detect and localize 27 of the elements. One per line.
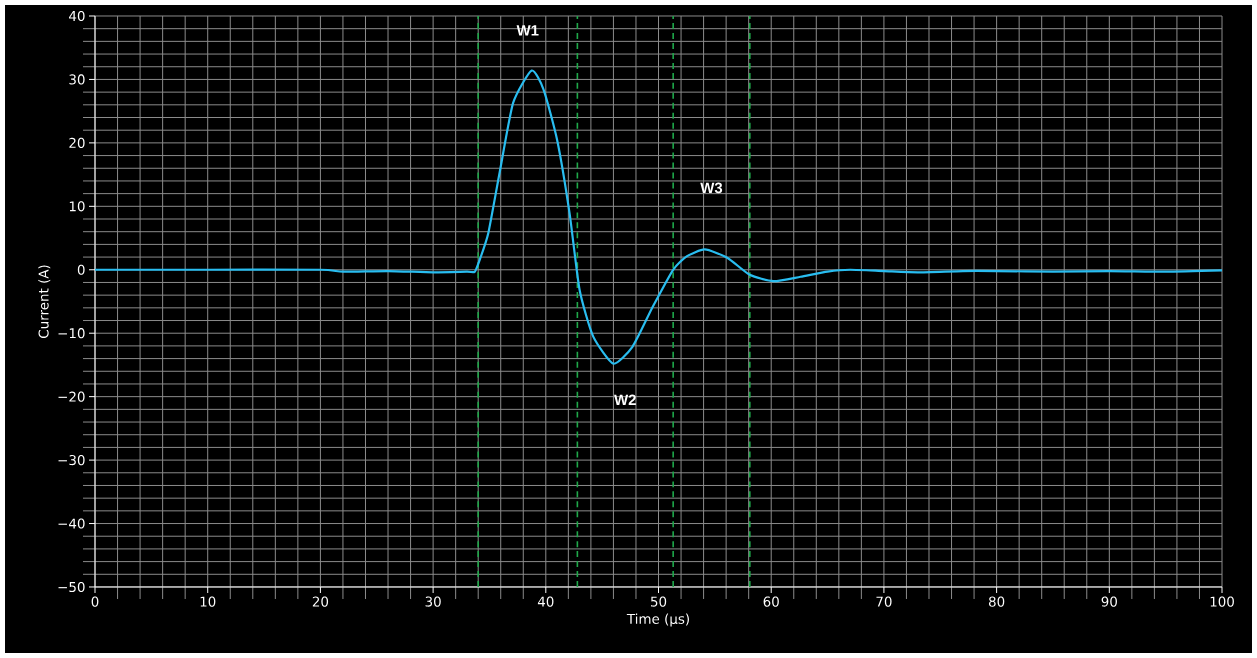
y-tick-label: −50 [58, 581, 85, 593]
x-tick-label: 80 [988, 596, 1005, 607]
x-tick-label: 40 [537, 596, 554, 607]
y-tick-label: −20 [58, 391, 85, 402]
x-tick-label: 10 [200, 596, 216, 607]
x-tick-label: 0 [91, 596, 99, 607]
annotation: W2 [614, 394, 636, 405]
y-tick-label: 10 [69, 201, 85, 212]
annotation: W1 [516, 25, 539, 36]
x-tick-label: 50 [650, 596, 667, 607]
y-tick-label: 0 [77, 264, 85, 275]
y-tick-label: 20 [69, 137, 85, 148]
x-tick-label: 30 [425, 596, 441, 607]
y-tick-label: −30 [58, 455, 85, 466]
x-tick-label: 70 [876, 596, 892, 607]
y-tick-label: 40 [69, 10, 85, 22]
y-axis-title: Current (A) [38, 265, 51, 338]
annotation: W3 [700, 182, 723, 194]
y-tick-label: 30 [69, 74, 85, 85]
y-tick-label: −10 [58, 328, 85, 339]
x-axis-title: Time (µs) [626, 613, 689, 627]
x-tick-label: 60 [763, 596, 779, 607]
x-tick-label: 100 [1210, 596, 1234, 607]
line-series [93, 69, 1224, 365]
x-tick-label: 20 [312, 596, 329, 607]
y-tick-label: −40 [58, 518, 85, 529]
x-tick-label: 90 [1101, 596, 1117, 607]
